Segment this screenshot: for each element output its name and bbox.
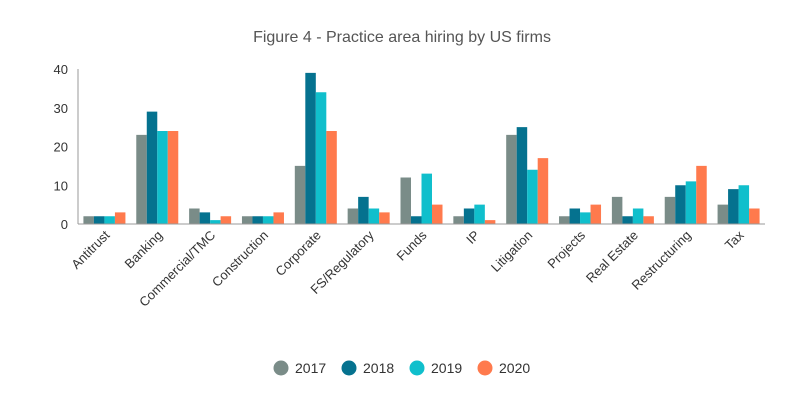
bar — [484, 220, 496, 224]
bar-group — [136, 111, 179, 224]
legend-marker — [273, 360, 289, 376]
bar-group — [241, 212, 284, 224]
legend-label: 2017 — [295, 360, 326, 376]
y-tick-label: 10 — [54, 178, 68, 193]
bars-group — [83, 72, 760, 224]
bar — [305, 72, 316, 224]
legend-item: 2020 — [477, 360, 530, 376]
bar — [167, 131, 179, 224]
chart-title: Figure 4 - Practice area hiring by US fi… — [253, 29, 551, 46]
bar — [358, 196, 369, 224]
bar — [453, 216, 464, 224]
bar — [368, 208, 380, 224]
bar-group — [717, 185, 760, 224]
bar-group — [559, 204, 602, 224]
bar — [738, 185, 750, 224]
legend: 2017 2018 2019 2020 — [273, 360, 530, 376]
bar — [580, 212, 591, 224]
bar-group — [611, 196, 654, 224]
bar — [146, 111, 158, 224]
bar — [199, 212, 211, 224]
x-tick-label: Construction — [209, 228, 271, 290]
bar — [220, 216, 232, 224]
bar — [114, 212, 126, 224]
bar — [326, 131, 337, 224]
bar — [696, 165, 707, 224]
x-tick-label: Tax — [722, 227, 747, 252]
bar — [83, 216, 94, 224]
legend-label: 2018 — [363, 360, 394, 376]
bar — [432, 204, 443, 224]
bar — [611, 196, 623, 224]
y-axis: 0 10 20 30 40 — [54, 62, 79, 232]
x-axis: Antitrust BankingCommercial/TMCConstructi… — [68, 223, 765, 310]
y-tick-label: 30 — [54, 101, 68, 116]
y-tick-label: 40 — [54, 62, 68, 77]
bar-group — [189, 208, 232, 224]
bar — [474, 204, 485, 224]
x-tick-label: Funds — [393, 227, 430, 264]
bar — [527, 169, 538, 224]
bar — [210, 220, 221, 224]
legend-item: 2017 — [273, 360, 326, 376]
x-tick-label: Antitrust — [68, 227, 113, 272]
bar — [569, 208, 581, 224]
bar — [717, 204, 729, 224]
bar — [632, 208, 644, 224]
bar — [93, 216, 105, 224]
x-tick-label: Projects — [544, 227, 588, 271]
bar — [463, 208, 475, 224]
bar — [749, 208, 760, 224]
x-tick-label: Corporate — [272, 228, 323, 279]
x-tick-label: Banking — [122, 228, 166, 272]
legend-item: 2018 — [341, 360, 394, 376]
legend-marker — [341, 360, 357, 376]
bar-group — [83, 212, 126, 224]
bar — [347, 208, 359, 224]
bar — [559, 216, 570, 224]
legend-item: 2019 — [409, 360, 462, 376]
bar — [157, 131, 168, 224]
bar — [728, 189, 739, 224]
bar-group — [400, 173, 443, 224]
bar — [590, 204, 602, 224]
bar — [537, 158, 549, 224]
bar-group — [506, 127, 549, 224]
bar — [643, 216, 654, 224]
bar — [294, 165, 306, 224]
x-tick-label: Real Estate — [583, 228, 641, 286]
y-tick-label: 20 — [54, 140, 68, 155]
bar — [252, 216, 263, 224]
bar — [262, 216, 274, 224]
bar — [241, 216, 253, 224]
bar-group — [664, 165, 707, 224]
bar — [411, 216, 422, 224]
bar — [421, 173, 432, 224]
bar — [104, 216, 115, 224]
bar — [516, 127, 528, 224]
bar — [400, 177, 411, 224]
y-tick-label: 0 — [61, 217, 68, 232]
bar — [379, 212, 390, 224]
bar — [506, 134, 517, 224]
bar — [675, 185, 686, 224]
x-tick-label: IP — [463, 228, 482, 247]
x-tick-label: Litigation — [488, 228, 535, 275]
bar — [664, 196, 676, 224]
legend-label: 2020 — [499, 360, 530, 376]
bar — [189, 208, 200, 224]
bar — [315, 92, 327, 224]
bar-group — [294, 72, 337, 224]
bar — [685, 181, 697, 224]
bar — [136, 134, 147, 224]
bar — [622, 216, 633, 224]
bar — [273, 212, 284, 224]
legend-label: 2019 — [431, 360, 462, 376]
legend-marker — [409, 360, 425, 376]
bar-group — [347, 196, 390, 224]
legend-marker — [477, 360, 493, 376]
bar-group — [453, 204, 496, 224]
